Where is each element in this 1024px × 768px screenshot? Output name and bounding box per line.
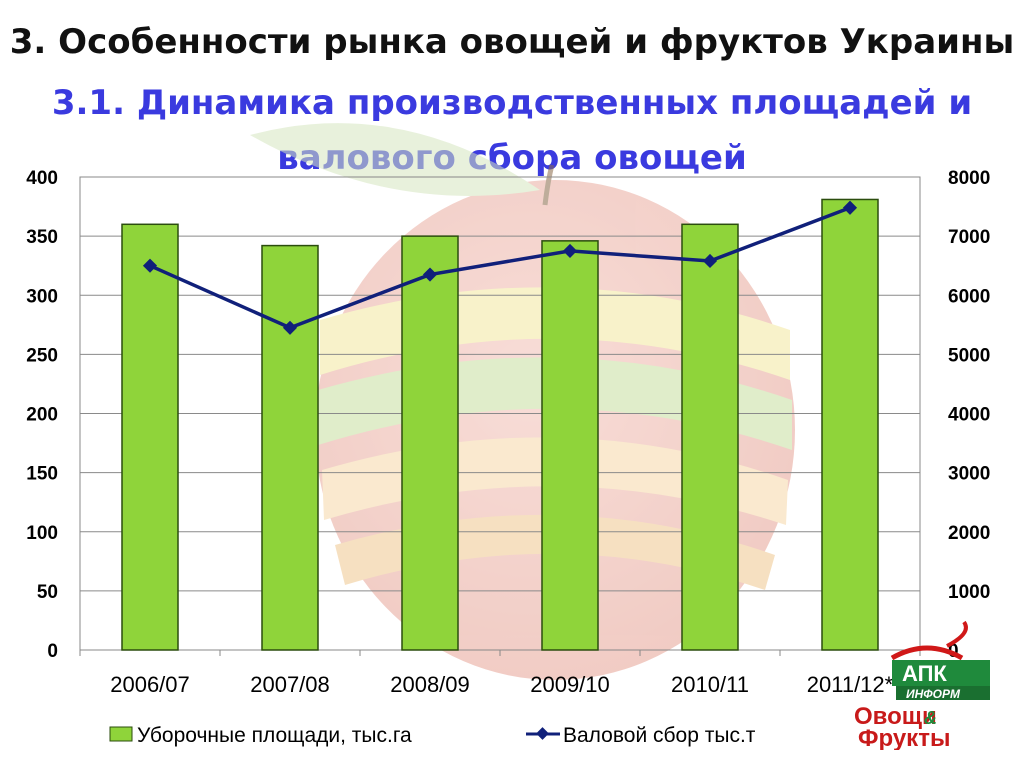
- bar: [821, 198, 879, 651]
- line-point: [702, 253, 718, 269]
- y-left-tick-label: 0: [47, 641, 58, 662]
- bar: [261, 244, 319, 651]
- y-right-tick-label: 3000: [948, 464, 990, 485]
- y-left-tick-label: 100: [26, 523, 58, 544]
- y-left-tick-label: 400: [26, 168, 58, 189]
- apk-inform-logo: АПК ИНФОРМ Овощи & Фрукты: [854, 620, 990, 750]
- bar-series: [121, 198, 879, 651]
- y-right-tick-label: 1000: [948, 582, 990, 603]
- bar: [121, 223, 179, 651]
- x-tick-label: 2008/09: [390, 672, 470, 697]
- y-right-tick-label: 2000: [948, 523, 990, 544]
- y-left-tick-label: 50: [37, 582, 58, 603]
- x-axis: 2006/07 2007/08 2008/09 2009/10 2010/11 2011/…: [110, 672, 893, 697]
- y-right-tick-label: 7000: [948, 227, 990, 248]
- slide-subtitle-line-1: 3.1. Динамика производственных площадей …: [51, 83, 973, 123]
- y-left-tick-label: 150: [26, 464, 58, 485]
- line-point: [142, 258, 158, 273]
- y-right-tick-label: 4000: [948, 405, 990, 426]
- legend-swatch-marker: [536, 727, 549, 740]
- x-tick-label: 2011/12*: [807, 672, 894, 697]
- legend-label-bar: Уборочные площади, тыс.га: [137, 724, 412, 747]
- x-tick-label: 2009/10: [530, 672, 610, 697]
- y-left-tick-label: 250: [26, 345, 58, 366]
- series-line: [149, 206, 851, 330]
- x-tick-label: 2006/07: [110, 672, 190, 697]
- line-point: [282, 320, 298, 335]
- legend-swatch-bar: [109, 726, 133, 742]
- logo-name-line2: Фрукты: [858, 725, 950, 750]
- y-left-tick-label: 350: [26, 227, 58, 248]
- logo-top-text: АПК: [902, 661, 947, 686]
- bar: [541, 240, 599, 651]
- legend: Уборочные площади, тыс.га Валовой сбор т…: [109, 724, 756, 747]
- line-point: [562, 243, 578, 258]
- y-right-tick-label: 5000: [948, 345, 990, 366]
- slide-title: 3. Особенности рынка овощей и фруктов Ук…: [9, 22, 1015, 62]
- x-tick-label: 2007/08: [250, 672, 330, 697]
- line-series: [142, 200, 858, 335]
- y-right-tick-label: 6000: [948, 286, 990, 307]
- y-left-tick-label: 200: [26, 405, 58, 426]
- y-left-tick-label: 300: [26, 286, 58, 307]
- y-axis-left: 0 50 100 150 200 250 300 350 400: [26, 168, 58, 662]
- x-tick-label: 2010/11: [671, 672, 749, 697]
- bar: [681, 223, 739, 651]
- bar: [401, 235, 459, 651]
- line-point: [842, 200, 858, 215]
- legend-label-line: Валовой сбор тыс.т: [563, 724, 756, 747]
- logo-ampersand: &: [924, 708, 937, 728]
- line-point: [422, 267, 438, 282]
- logo-bottom-text: ИНФОРМ: [906, 687, 961, 701]
- y-right-tick-label: 8000: [948, 168, 990, 189]
- logo-name-line1: Овощи: [854, 703, 937, 730]
